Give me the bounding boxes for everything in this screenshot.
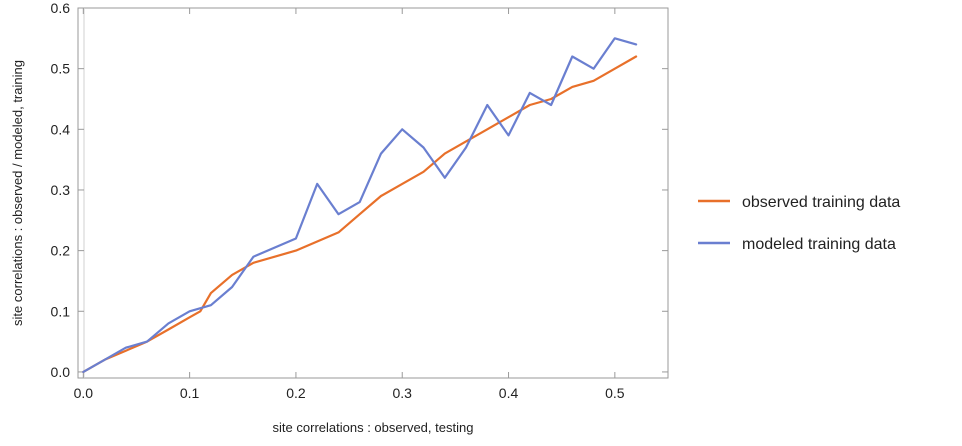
plot-area	[77, 7, 669, 379]
legend: observed training data modeled training …	[698, 194, 900, 253]
y-axis-label: site correlations : observed / modeled, …	[10, 60, 25, 326]
y-tick-label: 0.1	[51, 303, 71, 319]
y-tick-label: 0.6	[51, 0, 71, 16]
x-tick-label: 0.0	[74, 385, 94, 401]
x-tick-label: 0.5	[605, 385, 625, 401]
y-axis-ticks: 0.0 0.1 0.2 0.3 0.4 0.5 0.6	[51, 0, 668, 380]
plot-frame	[77, 7, 669, 379]
y-tick-label: 0.0	[51, 364, 71, 380]
x-axis-ticks: 0.0 0.1 0.2 0.3 0.4 0.5	[74, 8, 625, 401]
y-tick-label: 0.2	[51, 243, 71, 259]
x-axis-label: site correlations : observed, testing	[273, 420, 474, 435]
legend-label-observed: observed training data	[742, 194, 900, 211]
series-layer	[82, 37, 638, 373]
series-line-observed	[82, 55, 638, 373]
legend-item-modeled: modeled training data	[698, 236, 896, 253]
x-tick-label: 0.4	[499, 385, 519, 401]
legend-label-modeled: modeled training data	[742, 236, 896, 253]
series-line-modeled	[82, 37, 638, 373]
x-tick-label: 0.3	[392, 385, 412, 401]
x-tick-label: 0.2	[286, 385, 306, 401]
x-tick-label: 0.1	[180, 385, 200, 401]
y-tick-label: 0.3	[51, 182, 71, 198]
y-tick-label: 0.4	[51, 121, 71, 137]
legend-item-observed: observed training data	[698, 194, 900, 211]
y-tick-label: 0.5	[51, 61, 71, 77]
